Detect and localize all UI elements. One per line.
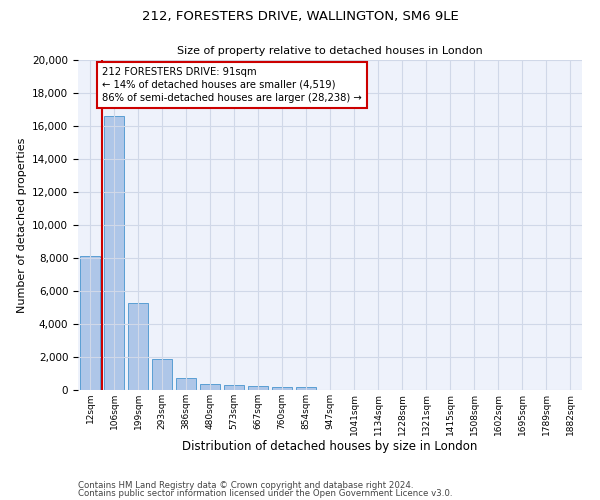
Bar xyxy=(80,256,100,390)
Bar xyxy=(104,116,124,390)
Bar xyxy=(128,302,148,390)
Y-axis label: Number of detached properties: Number of detached properties xyxy=(17,138,26,312)
Bar xyxy=(200,384,220,390)
Bar xyxy=(296,387,316,390)
Bar xyxy=(176,378,196,390)
Bar xyxy=(248,386,268,390)
Text: 212 FORESTERS DRIVE: 91sqm
← 14% of detached houses are smaller (4,519)
86% of s: 212 FORESTERS DRIVE: 91sqm ← 14% of deta… xyxy=(103,66,362,103)
Text: Contains HM Land Registry data © Crown copyright and database right 2024.: Contains HM Land Registry data © Crown c… xyxy=(78,481,413,490)
Text: 212, FORESTERS DRIVE, WALLINGTON, SM6 9LE: 212, FORESTERS DRIVE, WALLINGTON, SM6 9L… xyxy=(142,10,458,23)
Title: Size of property relative to detached houses in London: Size of property relative to detached ho… xyxy=(177,46,483,56)
Text: Contains public sector information licensed under the Open Government Licence v3: Contains public sector information licen… xyxy=(78,488,452,498)
Bar xyxy=(272,386,292,390)
Bar xyxy=(224,386,244,390)
Bar xyxy=(152,360,172,390)
X-axis label: Distribution of detached houses by size in London: Distribution of detached houses by size … xyxy=(182,440,478,454)
